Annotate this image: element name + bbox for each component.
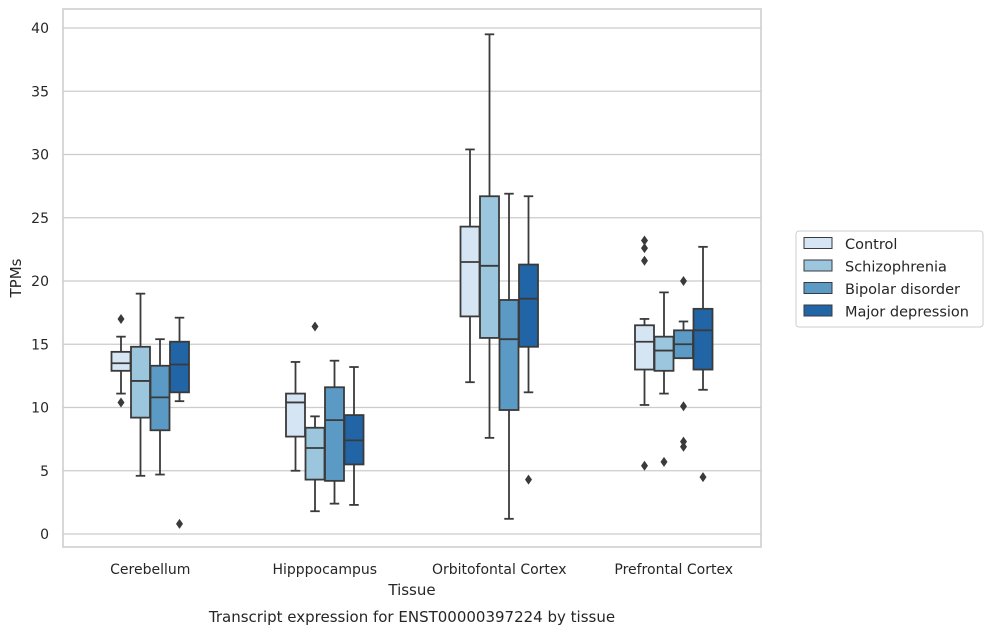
box-groups <box>110 33 714 529</box>
legend-swatch <box>803 282 833 294</box>
y-tick-label: 0 <box>40 527 49 543</box>
outlier-point <box>641 460 648 471</box>
x-tick-label: Cerebellum <box>110 562 190 578</box>
outlier-point <box>680 441 687 452</box>
box-iqr <box>459 225 481 318</box>
plot-frame <box>62 8 762 548</box>
outlier-point <box>641 255 648 266</box>
box-major-depression <box>169 316 190 529</box>
y-tick-label: 10 <box>31 401 49 417</box>
outlier-point <box>641 243 648 254</box>
box-iqr <box>110 350 132 372</box>
box-schizophrenia <box>304 321 326 513</box>
y-tick-label: 40 <box>31 21 49 37</box>
y-tick-label: 30 <box>31 148 49 164</box>
legend-swatch <box>803 304 833 317</box>
x-tick-label: Orbitofontal Cortex <box>432 562 567 578</box>
y-axis-title: TPMs <box>7 258 25 298</box>
outlier-point <box>525 474 532 485</box>
box-control <box>110 313 132 408</box>
legend-swatch <box>803 259 833 272</box>
box-iqr <box>634 324 655 371</box>
box-iqr <box>285 392 306 438</box>
box-iqr <box>498 299 520 411</box>
legend-frame <box>795 230 984 328</box>
y-tick-label: 35 <box>31 84 49 100</box>
outlier-point <box>680 276 687 286</box>
outlier-point <box>680 401 687 412</box>
y-tick-label: 5 <box>40 464 49 480</box>
box-iqr <box>304 426 326 481</box>
box-iqr <box>518 263 539 348</box>
box-iqr <box>479 195 500 339</box>
box-iqr <box>169 340 190 394</box>
y-tick-labels: 0 5 10 15 20 25 30 35 40 <box>31 21 49 543</box>
chart-caption: Transcript expression for ENST0000039722… <box>208 608 615 626</box>
outlier-point <box>660 456 668 467</box>
legend-label: Bipolar disorder <box>845 282 960 298</box>
outlier-point <box>176 518 183 529</box>
outlier-point <box>680 436 687 447</box>
outlier-point <box>311 321 319 332</box>
x-axis-title: Tissue <box>387 581 435 599</box>
box-schizophrenia <box>479 33 500 439</box>
plot-area <box>63 9 761 547</box>
box-major-depression <box>343 366 365 506</box>
x-tick-label: Prefrontal Cortex <box>614 562 733 578</box>
outlier-point <box>117 397 125 408</box>
y-tick-label: 15 <box>31 337 49 353</box>
x-tick-labels: Cerebellum Hipppocampus Orbitofontal Corte… <box>110 562 733 578</box>
box-control <box>459 148 481 384</box>
outlier-point <box>117 313 125 324</box>
box-bipolar-disorder <box>673 276 694 452</box>
outlier-point <box>641 235 648 246</box>
y-tick-label: 25 <box>31 211 49 227</box>
legend-label: Major depression <box>845 305 969 321</box>
box-bipolar-disorder <box>498 192 520 520</box>
box-iqr <box>130 345 151 419</box>
box-iqr <box>324 386 345 482</box>
y-tick-label: 20 <box>31 274 49 290</box>
box-bipolar-disorder <box>149 338 171 476</box>
box-control <box>285 361 306 472</box>
legend: Control Schizophrenia Bipolar disorder Majo… <box>795 230 984 328</box>
box-major-depression <box>518 195 539 485</box>
x-tick-label: Hipppocampus <box>272 562 377 578</box>
box-major-depression <box>692 245 714 483</box>
box-schizophrenia <box>653 291 675 467</box>
outlier-point <box>699 472 707 483</box>
legend-label: Schizophrenia <box>845 260 947 276</box>
box-iqr <box>653 335 675 372</box>
box-control <box>634 235 655 471</box>
box-iqr <box>692 307 714 371</box>
legend-label: Control <box>845 237 897 253</box>
legend-swatch <box>803 237 833 249</box>
